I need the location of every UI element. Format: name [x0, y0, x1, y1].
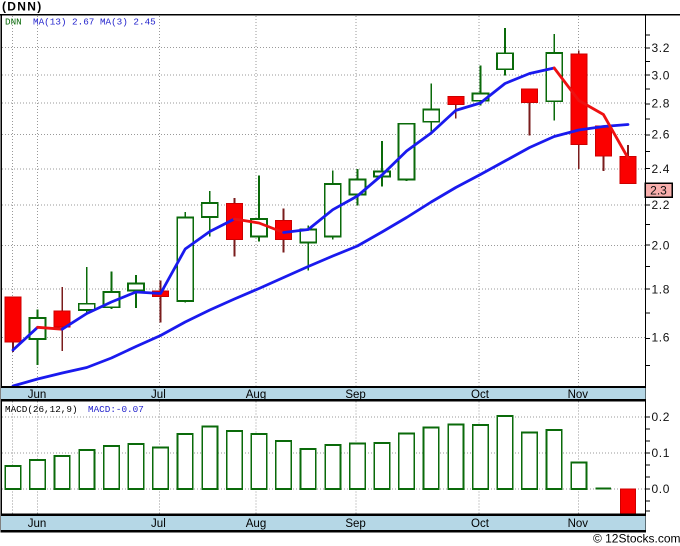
svg-text:2.8: 2.8	[652, 96, 670, 110]
svg-text:1.8: 1.8	[652, 282, 670, 296]
svg-text:3.2: 3.2	[652, 41, 670, 55]
svg-text:Nov: Nov	[568, 518, 589, 530]
svg-text:© 12Stocks.com: © 12Stocks.com	[593, 531, 680, 545]
svg-text:Sep: Sep	[345, 518, 365, 530]
svg-text:0.2: 0.2	[652, 410, 670, 424]
svg-text:2.4: 2.4	[652, 162, 670, 176]
svg-text:1.6: 1.6	[652, 331, 670, 345]
svg-text:Jun: Jun	[28, 518, 47, 530]
svg-text:Oct: Oct	[471, 518, 490, 530]
svg-text:2.6: 2.6	[652, 128, 670, 142]
svg-text:Aug: Aug	[246, 389, 266, 401]
svg-text:Oct: Oct	[471, 389, 490, 401]
svg-text:0.1: 0.1	[652, 446, 670, 460]
svg-text:Jul: Jul	[151, 389, 166, 401]
svg-text:MACD:-0.07: MACD:-0.07	[88, 404, 144, 415]
svg-text:DNN: DNN	[5, 17, 22, 28]
svg-text:Aug: Aug	[246, 518, 266, 530]
svg-text:Jul: Jul	[151, 518, 166, 530]
svg-text:2.2: 2.2	[652, 198, 670, 212]
svg-text:Sep: Sep	[345, 389, 365, 401]
svg-text:Jun: Jun	[28, 389, 47, 401]
svg-text:2.0: 2.0	[652, 239, 670, 253]
svg-text:MACD(26,12,9): MACD(26,12,9)	[5, 404, 78, 415]
svg-text:3.0: 3.0	[652, 68, 670, 82]
svg-text:2.3: 2.3	[650, 184, 667, 198]
svg-text:(DNN): (DNN)	[2, 0, 43, 13]
svg-text:MA(13) 2.67 MA(3) 2.45: MA(13) 2.67 MA(3) 2.45	[33, 17, 156, 28]
svg-text:0.0: 0.0	[652, 482, 670, 496]
svg-text:Nov: Nov	[568, 389, 589, 401]
